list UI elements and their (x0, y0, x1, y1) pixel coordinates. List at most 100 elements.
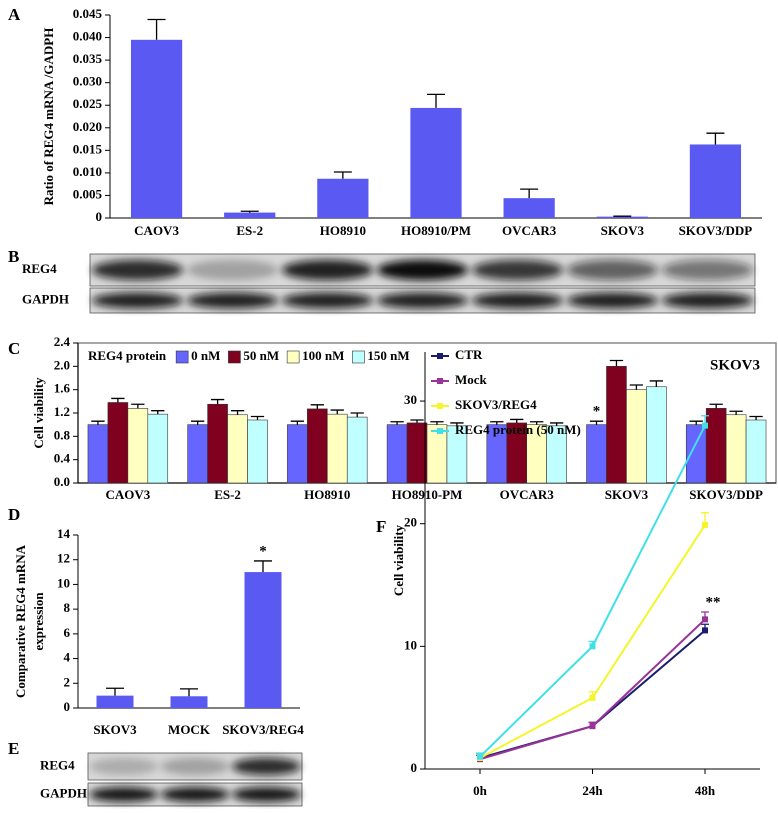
x-tick-label: HO8910/PM (401, 223, 471, 238)
legend-label: 150 nM (367, 348, 409, 363)
error-bar (520, 189, 538, 198)
blot-band (662, 293, 753, 309)
legend-label: 100 nM (302, 348, 344, 363)
error-bar (211, 400, 224, 405)
bar (248, 420, 268, 483)
legend-label: CTR (455, 347, 483, 362)
x-tick-label: SKOV3 (601, 223, 645, 238)
error-bar (151, 411, 164, 415)
y-tick-label: 0.030 (73, 74, 102, 89)
bar (287, 425, 307, 483)
x-tick-label: 0h (473, 783, 488, 798)
error-bar (351, 413, 364, 417)
error-bar (111, 398, 124, 402)
y-tick-label: 1.6 (54, 381, 71, 396)
bar (347, 417, 367, 483)
legend-swatch (287, 351, 299, 363)
y-tick-label: 0.045 (73, 6, 103, 21)
annotation: * (259, 543, 267, 559)
bar (224, 213, 275, 218)
line-series (480, 619, 705, 759)
y-axis-label: Comparative REG4 mRNA (13, 544, 28, 698)
y-tick-label: 0 (64, 699, 71, 714)
error-bar (630, 385, 643, 390)
bar (646, 387, 666, 483)
bar (148, 414, 168, 483)
blot-band (282, 293, 373, 309)
point (590, 643, 596, 649)
error-bar (729, 411, 742, 415)
x-tick-label: HO8910-PM (392, 487, 463, 502)
blot-label: GAPDH (40, 785, 87, 800)
y-tick-label: 0.025 (73, 96, 103, 111)
bar (88, 425, 108, 483)
bar (387, 425, 407, 483)
x-tick-label: OVCAR3 (500, 487, 555, 502)
error-bar (311, 405, 324, 409)
blot-band (232, 758, 300, 775)
error-bar (390, 422, 403, 425)
blot-band (232, 787, 300, 802)
x-tick-label: SKOV3/REG4 (222, 722, 304, 737)
point (702, 522, 708, 528)
bar (188, 425, 208, 483)
blot-band (187, 260, 278, 280)
point (590, 723, 596, 729)
blot-band (89, 758, 157, 775)
blot-band (662, 260, 753, 280)
legend-marker (437, 403, 443, 409)
bar (410, 108, 461, 218)
bar (97, 696, 134, 708)
x-tick-label: HO8910 (304, 487, 350, 502)
bar (245, 572, 282, 708)
point (702, 627, 708, 633)
x-tick-label: 24h (582, 783, 603, 798)
y-tick-label: 0.035 (73, 51, 103, 66)
legend-swatch (176, 351, 188, 363)
error-bar (710, 404, 723, 408)
panel-letter: E (8, 739, 19, 758)
blot-band (92, 293, 183, 309)
blot-band (472, 260, 563, 280)
error-bar (291, 421, 304, 425)
blot-band (161, 787, 229, 802)
bar (317, 179, 368, 218)
blot-band (92, 260, 183, 280)
y-tick-label: 0.0 (54, 474, 70, 489)
x-tick-label: ES-2 (214, 487, 241, 502)
bar (327, 414, 347, 483)
y-tick-label: 2.4 (54, 334, 71, 349)
error-bar (690, 421, 703, 425)
x-tick-label: SKOV3 (605, 487, 649, 502)
legend-label: Mock (455, 372, 488, 387)
y-tick-label: 0 (96, 209, 103, 224)
blot-band (161, 758, 229, 775)
y-tick-label: 2 (64, 674, 71, 689)
blot-band (187, 293, 278, 309)
error-bar (650, 381, 663, 387)
error-bar (131, 404, 144, 408)
y-tick-label: 6 (64, 625, 71, 640)
y-tick-label: 0 (411, 760, 418, 775)
bar (407, 423, 427, 483)
bar (626, 390, 646, 483)
bar (686, 425, 706, 483)
y-tick-label: 0.020 (73, 119, 102, 134)
y-tick-label: 10 (404, 637, 417, 652)
bar (108, 403, 128, 484)
blot-band (472, 293, 563, 309)
y-tick-label: 0.005 (73, 186, 103, 201)
legend-label: 0 nM (191, 348, 220, 363)
y-tick-label: 10 (57, 575, 70, 590)
bar (128, 408, 148, 483)
bar (208, 404, 228, 483)
bar (307, 409, 327, 483)
error-bar (590, 421, 603, 425)
x-tick-label: 48h (695, 783, 716, 798)
point (702, 423, 708, 429)
bar (690, 144, 741, 218)
y-tick-label: 20 (404, 515, 417, 530)
x-tick-label: MOCK (168, 722, 211, 737)
point (590, 695, 596, 701)
